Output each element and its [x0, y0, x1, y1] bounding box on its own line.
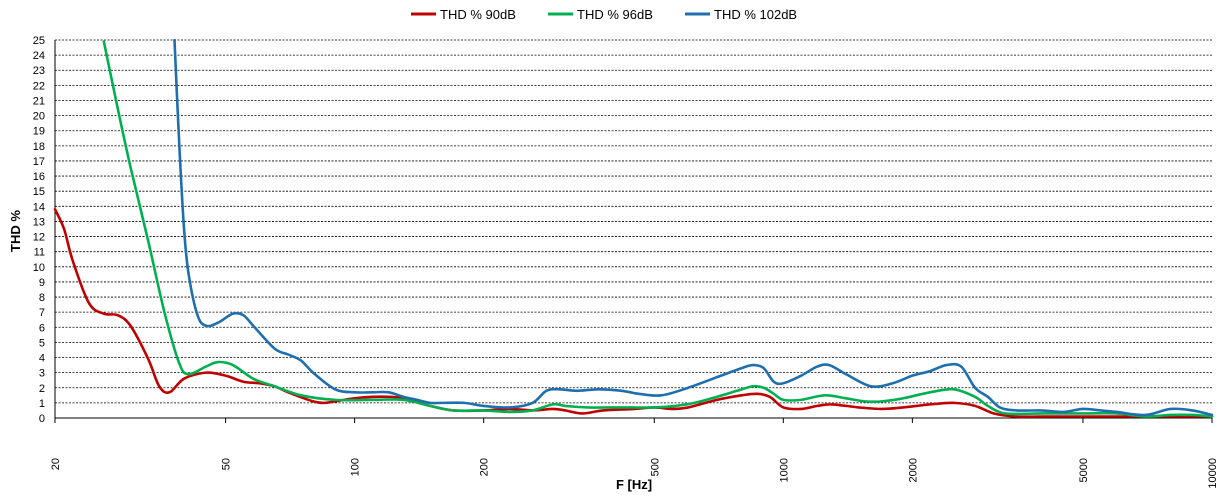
- y-tick-label: 13: [33, 216, 45, 228]
- y-tick-label: 23: [33, 65, 45, 77]
- y-axis-title: THD %: [8, 210, 23, 252]
- y-tick-label: 0: [39, 413, 45, 425]
- y-tick-label: 8: [39, 292, 45, 304]
- x-axis-ticks: 20 50 100 200 500 1000 2000 5000 10000: [50, 418, 1219, 489]
- y-tick-label: 14: [33, 201, 45, 213]
- y-tick-label: 16: [33, 171, 45, 183]
- legend-label-2: THD % 96dB: [577, 7, 653, 22]
- legend: THD % 90dB THD % 96dB THD % 102dB: [411, 7, 797, 22]
- y-tick-label: 3: [39, 368, 45, 380]
- y-tick-label: 15: [33, 186, 45, 198]
- legend-label-1: THD % 90dB: [440, 7, 516, 22]
- y-tick-label: 25: [33, 35, 45, 47]
- y-tick-label: 18: [33, 141, 45, 153]
- x-tick-label: 20: [50, 458, 62, 470]
- x-tick-label: 1000: [778, 458, 790, 482]
- y-tick-label: 19: [33, 126, 45, 138]
- y-tick-label: 10: [33, 262, 45, 274]
- y-tick-label: 11: [34, 247, 45, 259]
- series-layer: [53, 38, 1214, 419]
- y-tick-label: 24: [33, 50, 45, 62]
- x-tick-label: 500: [649, 458, 661, 476]
- x-tick-label: 2000: [907, 458, 919, 482]
- grid: [54, 39, 1212, 419]
- y-tick-label: 1: [39, 398, 45, 410]
- y-tick-label: 17: [33, 156, 45, 168]
- y-tick-label: 9: [39, 277, 45, 289]
- y-tick-label: 21: [33, 95, 45, 107]
- y-tick-label: 5: [39, 337, 45, 349]
- y-axis-ticks: 0123456789101112131415161718192021222324…: [33, 35, 45, 425]
- series-line-1: [53, 208, 1214, 419]
- x-tick-label: 50: [221, 458, 233, 470]
- y-tick-label: 12: [33, 232, 45, 244]
- y-tick-label: 22: [33, 80, 45, 92]
- x-tick-label: 10000: [1207, 458, 1219, 489]
- y-tick-label: 20: [33, 111, 45, 123]
- legend-label-3: THD % 102dB: [714, 7, 797, 22]
- x-tick-label: 200: [479, 458, 491, 476]
- x-axis-title: F [Hz]: [616, 477, 652, 492]
- y-tick-label: 6: [39, 322, 45, 334]
- series-line-2: [102, 40, 1214, 418]
- y-tick-label: 4: [39, 353, 45, 365]
- x-tick-label: 100: [350, 458, 362, 476]
- x-tick-label: 5000: [1078, 458, 1090, 482]
- y-tick-label: 7: [39, 307, 45, 319]
- y-tick-label: 2: [39, 383, 45, 395]
- series-line-3: [173, 38, 1214, 417]
